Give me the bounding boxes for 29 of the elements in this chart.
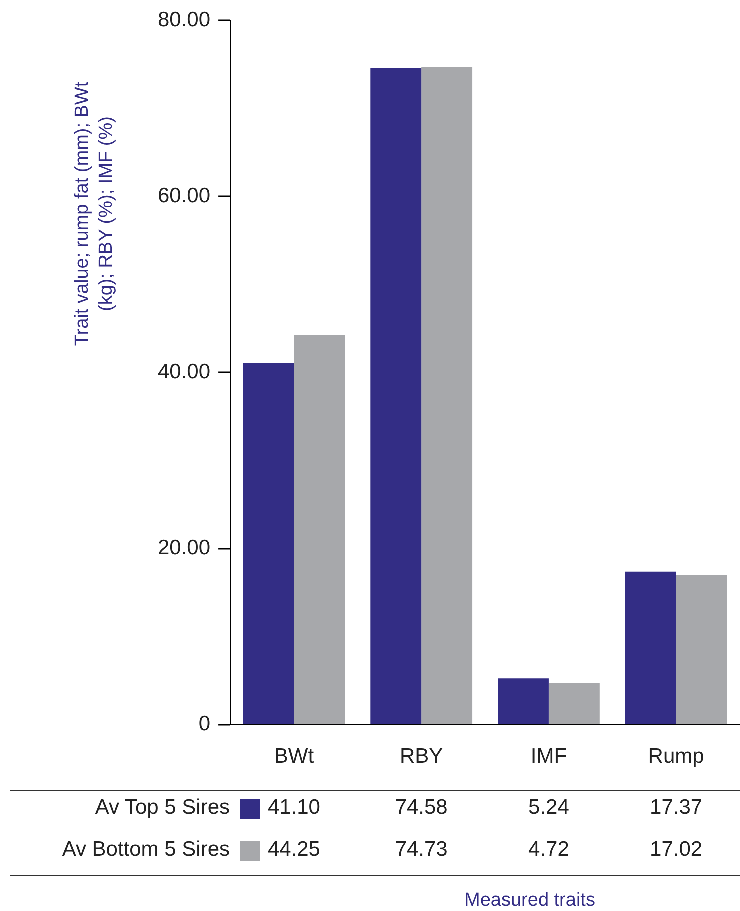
- data-label: 74.58: [395, 796, 448, 820]
- x-tick-label: Rump: [648, 745, 704, 768]
- legend-label: Av Top 5 Sires: [95, 796, 230, 820]
- data-label: 17.02: [650, 838, 703, 862]
- y-tick-label: 60.00: [158, 184, 211, 208]
- legend-label: Av Bottom 5 Sires: [62, 838, 230, 862]
- bar: [676, 574, 728, 724]
- text: Measured traits: [464, 890, 596, 911]
- data-label: 44.25: [268, 838, 320, 862]
- bar: [294, 335, 346, 724]
- bar: [370, 68, 422, 724]
- y-tick-label: 80.00: [158, 8, 211, 32]
- y-tick-label: 20.00: [158, 536, 211, 560]
- data-label: 5.24: [528, 796, 570, 820]
- bar: [498, 678, 549, 724]
- data-label: 17.37: [650, 796, 703, 820]
- bar: [243, 363, 294, 724]
- y-axis-title: Trait value; rump fat (mm); BWt (kg); RBY (%); IMF (%): [71, 80, 118, 348]
- y-tick-label: 0: [198, 712, 211, 736]
- bar: [422, 66, 473, 724]
- data-label: 41.10: [268, 796, 320, 820]
- x-tick-label: BWt: [274, 745, 314, 768]
- bar: [548, 683, 600, 724]
- x-tick-label: IMF: [530, 745, 568, 768]
- data-label: 74.73: [395, 838, 448, 862]
- bar: [625, 572, 676, 724]
- data-label: 4.72: [528, 838, 570, 862]
- x-tick-label: RBY: [400, 745, 444, 768]
- y-tick-label: 40.00: [158, 360, 211, 384]
